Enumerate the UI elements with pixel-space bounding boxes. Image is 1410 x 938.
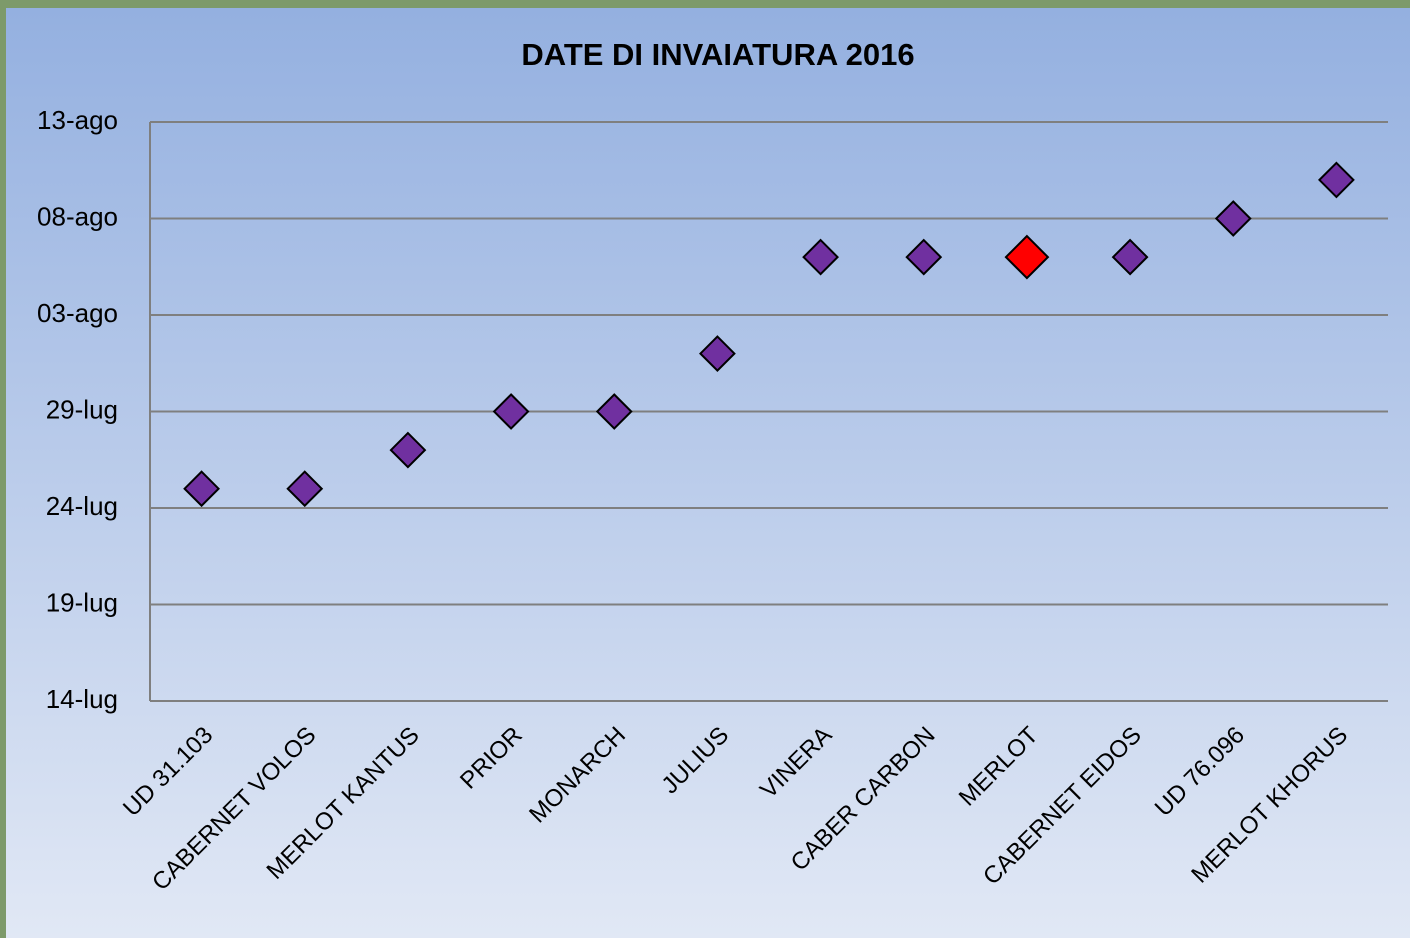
chart-title: DATE DI INVAIATURA 2016 [521,37,914,72]
y-tick-label: 19-lug [46,587,118,617]
y-tick-label: 29-lug [46,394,118,424]
y-tick-label: 24-lug [46,491,118,521]
chart: DATE DI INVAIATURA 2016 14-lug 19-lug 24-l… [0,0,1410,938]
y-tick-label: 13-ago [37,105,118,135]
y-tick-label: 08-ago [37,201,118,231]
y-tick-label: 03-ago [37,298,118,328]
y-tick-label: 14-lug [46,684,118,714]
chart-background [6,8,1410,938]
